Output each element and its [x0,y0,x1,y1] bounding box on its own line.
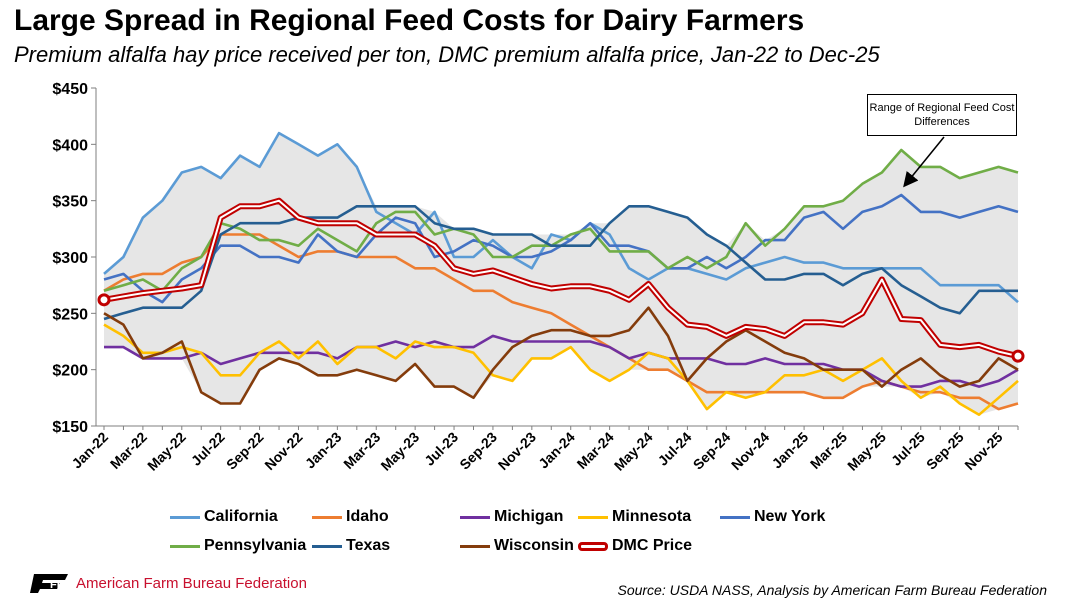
y-tick-label: $250 [52,306,88,323]
y-tick-label: $150 [52,419,88,436]
x-tick-label: May-22 [144,429,189,474]
logo-text: American Farm Bureau Federation [76,574,307,592]
chart-title: Large Spread in Regional Feed Costs for … [14,4,805,37]
x-tick-label: Jan-25 [769,429,812,472]
x-tick-label: Jul-24 [655,429,695,469]
legend-item: Minnesota [578,506,691,528]
x-tick-label: May-24 [611,429,656,474]
x-tick-label: Jan-24 [535,429,578,472]
range-band-layer [104,133,1018,415]
x-tick-label: Sep-25 [923,429,967,473]
legend-label: Idaho [346,508,389,525]
legend-swatch [170,515,200,519]
series-line-dmc-price-inner [103,199,1019,358]
x-tick-label: Mar-24 [574,429,617,472]
legend-label: Wisconsin [494,537,574,554]
x-tick-label: Nov-22 [261,429,305,473]
legend-item: New York [720,506,825,528]
x-tick-label: Jan-23 [302,429,345,472]
legend-item: Texas [312,535,390,557]
series-line-minnesota [103,323,1019,416]
y-tick-label: $400 [52,137,88,154]
legend-swatch [460,544,490,548]
x-tick-label: Mar-22 [107,429,150,472]
range-band [104,133,1018,415]
logo-mark: FB [50,579,65,591]
legend-swatch [312,515,342,519]
series-layer [103,131,1019,416]
source-note: Source: USDA NASS, Analysis by American … [617,582,1047,598]
fb-logo-icon: FB [30,574,68,593]
legend-swatch [720,515,750,519]
legend-item: Michigan [460,506,563,528]
series-line-idaho [103,233,1019,411]
x-tick-label: Jul-25 [888,429,928,469]
legend-item: California [170,506,278,528]
afbf-logo: FB American Farm Bureau Federation [30,572,307,594]
x-tick-labels: Jan-22Mar-22May-22Jul-22Sep-22Nov-22Jan-… [68,429,1005,474]
x-tick-label: Sep-22 [223,429,267,473]
dmc-end-marker [1011,349,1025,363]
x-tick-label: Jul-23 [421,429,461,469]
series-line-texas [103,205,1018,321]
legend-item: Pennsylvania [170,535,306,557]
y-tick-label: $450 [52,81,88,98]
y-tick-label: $350 [52,194,88,211]
range-annotation-text: Range of Regional Feed Cost Differences [869,102,1015,128]
y-tick-label: $200 [52,363,88,380]
legend-swatch [578,515,608,519]
x-tick-label: May-25 [844,429,889,474]
x-tick-label: Mar-23 [340,429,383,472]
x-tick-label: Sep-23 [456,429,500,473]
x-tick-label: Nov-24 [728,429,772,473]
x-tick-label: May-23 [377,429,422,474]
series-line-wisconsin [103,306,1019,405]
series-line-california [103,131,1019,304]
legend-item: DMC Price [578,535,692,557]
legend-item: Wisconsin [460,535,574,557]
legend-label: Minnesota [612,508,692,525]
range-annotation-box: Range of Regional Feed Cost Differences [867,94,1017,136]
line-chart: $150 $200 $250 $300 $350 $400 $450 Jan-22Mar-2… [52,81,1025,474]
chart-subtitle: Premium alfalfa hay price received per t… [14,42,880,67]
legend-label: Michigan [494,508,564,525]
legend-swatch [170,544,200,548]
x-tick-label: Nov-25 [961,429,1005,473]
legend-label: DMC Price [612,537,693,554]
series-line-pennsylvania [103,148,1019,293]
legend-label: California [204,508,278,525]
legend-swatch [578,541,608,551]
legend-swatch [460,515,490,519]
x-tick-label: Sep-24 [690,429,734,473]
legend-label: New York [754,508,826,525]
legend-label: Pennsylvania [204,537,307,554]
axes: $150 $200 $250 $300 $350 $400 $450 [52,81,1019,436]
end-marker-layer [97,293,1025,363]
x-tick-label: Mar-25 [807,429,850,472]
x-tick-label: Nov-23 [495,429,539,473]
legend-label: Texas [346,537,391,554]
dmc-end-marker [97,293,111,307]
y-tick-label: $300 [52,250,88,267]
legend-item: Idaho [312,506,389,528]
legend-swatch [312,544,342,548]
x-tick-label: Jul-22 [188,429,228,469]
